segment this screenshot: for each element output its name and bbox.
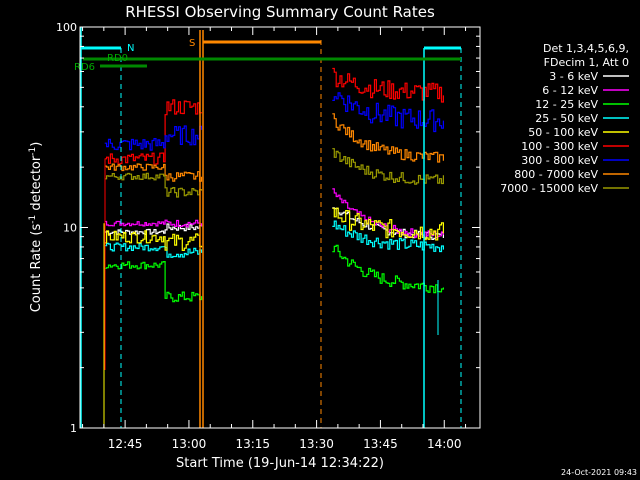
legend-label: 12 - 25 keV [535,98,598,111]
legend-header-line-1: Det 1,3,4,5,6,9, [543,42,629,55]
chart-title: RHESSI Observing Summary Count Rates [125,3,435,21]
legend-label: 25 - 50 keV [535,112,598,125]
legend-label: 800 - 7000 keV [514,168,598,181]
series-line-early-8 [104,172,203,198]
flag-label-night: N [127,43,134,54]
series-line-early-6 [104,125,203,151]
legend-label: 6 - 12 keV [542,84,598,97]
series-line-late-4 [332,207,444,241]
series-line-late-6 [332,92,444,133]
series-line-late-2 [332,244,444,294]
legend-label: 50 - 100 keV [528,126,598,139]
series-line-late-8 [332,148,444,185]
series-line-early-7 [104,163,203,182]
series-line-late-7 [332,113,444,163]
x-tick-label: 13:15 [235,437,270,451]
plot-layer: N S RD0 RD6 1 10 100 12:45 13:00 13:15 13:30 13:45 1… [56,21,629,451]
x-tick-label: 13:00 [172,437,207,451]
x-tick-label: 13:45 [363,437,398,451]
legend-label: 3 - 6 keV [549,70,598,83]
series-line-early-1 [104,219,203,228]
x-tick-label: 12:45 [108,437,143,451]
timestamp: 24-Oct-2021 09:43 [561,468,637,477]
legend-label: 100 - 300 keV [521,140,598,153]
y-tick-label: 1 [70,422,77,435]
flag-label-rd6: RD6 [74,62,95,73]
y-axis-label: Count Rate (s-1 detector-1) [28,142,44,313]
series-line-late-3 [332,220,444,253]
x-tick-label: 13:30 [299,437,334,451]
legend-label: 300 - 800 keV [521,154,598,167]
flag-label-saa: S [189,38,195,49]
legend-header-line-2: FDecim 1, Att 0 [544,56,629,69]
series-line-early-5 [104,99,203,166]
series-line-early-4 [104,230,203,251]
x-tick-label: 14:00 [427,437,462,451]
y-tick-label: 100 [56,21,77,34]
series-line-late-5 [332,67,444,103]
x-axis-label: Start Time (19-Jun-14 12:34:22) [176,456,384,471]
series-line-early-3 [104,242,203,258]
series-line-late-1 [332,188,444,239]
series-line-early-0 [104,223,203,235]
legend-label: 7000 - 15000 keV [500,182,598,195]
y-tick-label: 10 [63,222,77,235]
flag-label-rd0: RD0 [107,53,128,64]
series-line-early-2 [104,261,203,303]
